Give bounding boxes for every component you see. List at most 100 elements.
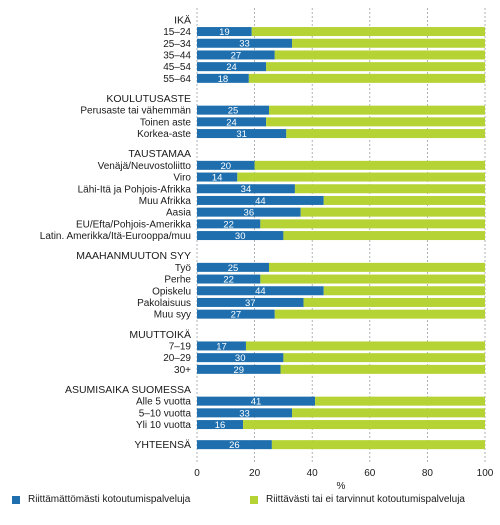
category-label: Korkea-aste [137,129,191,140]
category-label: Viro [173,173,191,184]
bar-sufficient [254,160,485,170]
bar-insufficient [197,364,281,374]
data-label: 33 [239,408,250,419]
bar-insufficient [197,440,272,450]
category-label: 5–10 vuotta [139,408,192,419]
bar-insufficient [197,297,304,307]
x-tick-label: 40 [307,468,319,479]
group-title: TAUSTAMAA [128,148,191,160]
data-label: 14 [212,172,223,183]
bar-sufficient [274,50,485,60]
bar-insufficient [197,353,284,363]
bar-sufficient [269,262,485,272]
data-label: 33 [239,39,250,50]
data-label: 36 [244,208,255,219]
bar-sufficient [260,219,485,229]
category-label: Työ [175,263,192,274]
data-label: 29 [233,365,244,376]
bar-insufficient [197,396,316,406]
category-label: 15–24 [163,27,191,38]
bar-sufficient [280,364,485,374]
category-label: Perusaste tai vähemmän [80,106,191,117]
bar-insufficient [197,274,261,284]
legend-label-sufficient: Riittävästi tai ei tarvinnut kotoutumisp… [266,494,465,505]
legend-swatch-insufficient [12,495,20,504]
legend-item-sufficient: Riittävästi tai ei tarvinnut kotoutumisp… [250,494,465,505]
bar-insufficient [197,184,295,194]
bar-insufficient [197,286,324,296]
category-label: Lähi-Itä ja Pohjois-Afrikka [78,184,192,195]
bar-sufficient [292,38,485,48]
bar-sufficient [294,184,485,194]
bar-insufficient [197,309,275,319]
category-label: Pakolaisuus [137,298,191,309]
data-label: 19 [219,27,230,38]
data-label: 24 [226,62,237,73]
bars [197,27,485,450]
data-label: 20 [221,161,232,172]
data-label: 27 [231,50,242,61]
x-tick-label: 20 [249,468,261,479]
bar-sufficient [260,274,485,284]
data-label: 22 [223,219,234,230]
bar-insufficient [197,341,246,351]
category-label: 20–29 [163,353,191,364]
bar-sufficient [245,341,485,351]
category-label: Venäjä/Neuvostoliitto [98,161,192,172]
category-label: Alle 5 vuotta [136,397,191,408]
bar-insufficient [197,262,269,272]
data-label: 31 [236,129,247,140]
x-tick-label: 100 [477,468,494,479]
data-label: 25 [228,263,239,274]
bar-sufficient [274,309,485,319]
x-axis: 0 20 40 60 80 100% [194,468,494,492]
x-tick-label: 80 [422,468,434,479]
bar-insufficient [197,50,275,60]
bar-sufficient [266,62,485,72]
data-label: 30 [235,353,246,364]
category-label: Toinen aste [140,117,192,128]
bar-sufficient [283,231,485,241]
bar-insufficient [197,27,252,37]
bar-insufficient [197,105,269,115]
category-label: 45–54 [163,62,191,73]
bar-sufficient [283,353,485,363]
data-label: 37 [245,298,256,309]
category-label: 55–64 [163,74,191,85]
legend-swatch-sufficient [250,495,258,504]
category-label: Muu syy [154,310,191,321]
category-label: 30+ [174,365,191,376]
category-label: Muu Afrikka [139,196,192,207]
data-label: 22 [223,274,234,285]
data-label: 27 [231,310,242,321]
bar-insufficient [197,129,287,139]
category-label: 35–44 [163,50,191,61]
bar-insufficient [197,207,301,217]
bar-sufficient [237,172,485,182]
bar-insufficient [197,420,244,430]
bar-sufficient [243,420,485,430]
data-label: 24 [226,117,237,128]
bar-sufficient [303,297,485,307]
category-label: Opiskelu [152,286,191,297]
bar-insufficient [197,408,293,418]
category-label: Perhe [164,275,191,286]
x-tick-label: 0 [194,468,200,479]
bar-insufficient [197,117,267,127]
bar-sufficient [323,195,485,205]
bar-insufficient [197,73,249,83]
category-label: EU/Efta/Pohjois-Amerikka [76,219,191,230]
bar-insufficient [197,219,261,229]
legend-item-insufficient: Riittämättömästi kotoutumispalveluja [12,494,190,505]
legend: Riittämättömästi kotoutumispalveluja Rii… [10,494,490,514]
bar-sufficient [292,408,485,418]
x-axis-title: % [337,481,346,492]
bar-insufficient [197,231,284,241]
data-label: 16 [215,420,226,431]
category-label: 25–34 [163,39,191,50]
bar-sufficient [300,207,485,217]
bar-sufficient [266,117,485,127]
data-label: 41 [251,397,262,408]
bar-sufficient [286,129,485,139]
